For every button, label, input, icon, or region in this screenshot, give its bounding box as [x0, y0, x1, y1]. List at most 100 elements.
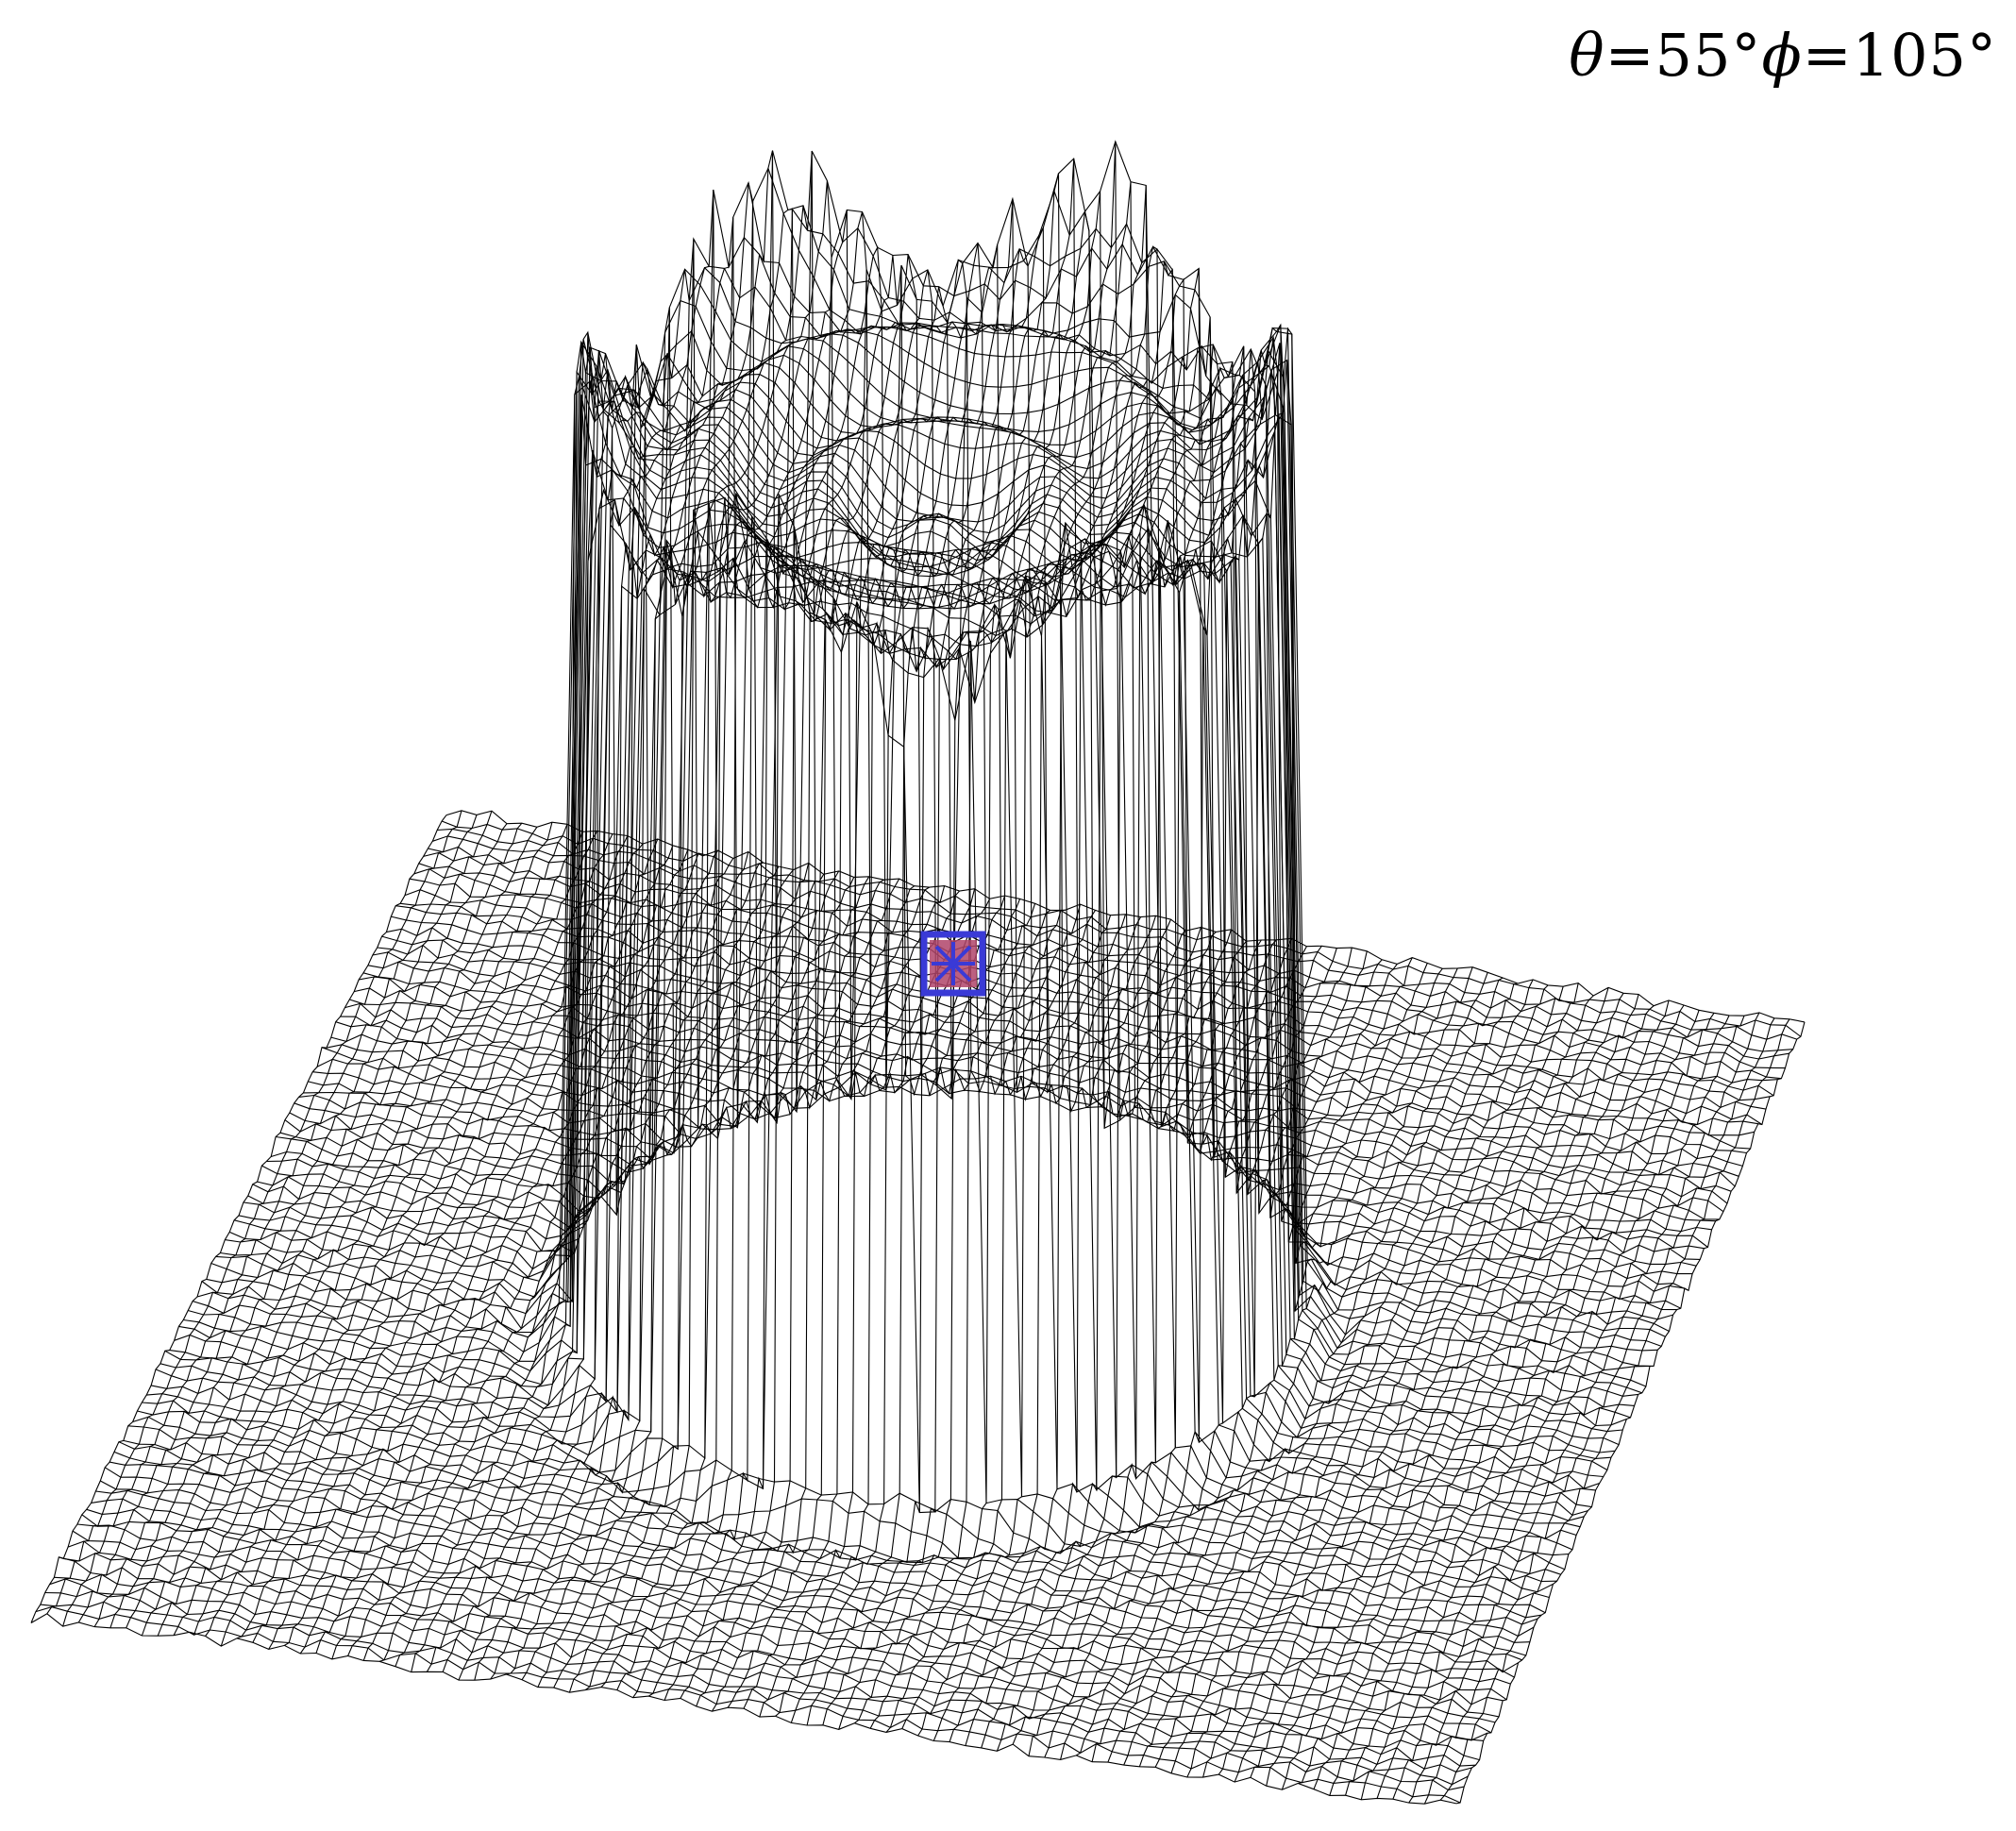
mesh-line-v: [271, 328, 1658, 1352]
mesh-line-v: [362, 972, 1736, 1187]
mesh-line-v: [100, 1480, 1515, 1678]
mesh-line-v: [279, 299, 1666, 1337]
mesh-line-v: [257, 361, 1647, 1387]
mesh-line-v: [188, 449, 1588, 1517]
mesh-line-v: [316, 207, 1697, 1267]
mesh-line-v: [294, 237, 1677, 1311]
mesh-line-v: [238, 375, 1631, 1419]
mesh-line-v: [86, 1508, 1504, 1705]
mesh-line-v: [340, 158, 1716, 1222]
center-marker: [920, 931, 986, 997]
theta-symbol: θ: [1569, 21, 1605, 90]
mesh-line-v: [201, 379, 1600, 1489]
mesh-line-v: [326, 209, 1705, 1250]
mesh-line-u: [458, 189, 855, 1681]
mesh-line-v: [358, 976, 1732, 1192]
mesh-line-v: [30, 1613, 1457, 1805]
mesh-line-v: [409, 878, 1774, 1097]
mesh-line-v: [132, 1416, 1542, 1619]
mesh-line-v: [118, 1441, 1530, 1643]
mesh-line-v: [377, 944, 1747, 1154]
mesh-line-u: [173, 832, 583, 1636]
mesh-line-u: [189, 831, 598, 1637]
mesh-line-v: [44, 1590, 1469, 1786]
mesh-line-v: [72, 1530, 1492, 1734]
mesh-line-v: [164, 538, 1569, 1556]
mesh-line-v: [400, 902, 1767, 1110]
mesh-line-v: [441, 820, 1802, 1037]
mesh-line-v: [381, 935, 1751, 1150]
marker-box-icon: [920, 931, 986, 997]
mesh-line-v: [354, 987, 1728, 1204]
mesh-line-v: [196, 458, 1596, 1492]
mesh-line-v: [386, 927, 1755, 1136]
mesh-line-v: [330, 222, 1708, 1248]
mesh-line-v: [76, 1523, 1496, 1723]
mesh-line-v: [445, 810, 1806, 1023]
mesh-line-v: [178, 498, 1581, 1528]
mesh-line-v: [228, 371, 1623, 1433]
wireframe-mesh: [30, 140, 1806, 1805]
mesh-line-v: [395, 905, 1763, 1125]
mesh-line-v: [206, 377, 1604, 1478]
mesh-line-u: [1170, 979, 1534, 1773]
theta-value: =55°: [1604, 21, 1762, 90]
mesh-line-v: [81, 1514, 1500, 1718]
mesh-line-v: [437, 828, 1797, 1040]
mesh-line-v: [225, 340, 1620, 1446]
mesh-line-v: [174, 523, 1577, 1540]
mesh-line-v: [413, 868, 1778, 1083]
mesh-line-u: [1408, 1012, 1760, 1804]
phi-symbol: ϕ: [1761, 21, 1803, 90]
mesh-line-u: [1266, 993, 1624, 1787]
mesh-line-v: [432, 835, 1793, 1052]
mesh-line-v: [367, 961, 1739, 1177]
mesh-line-u: [838, 141, 1217, 1730]
mesh-line-v: [312, 150, 1693, 1275]
mesh-line-v: [276, 329, 1662, 1347]
mesh-line-u: [1376, 1015, 1730, 1799]
mesh-line-v: [428, 846, 1789, 1060]
mesh-line-v: [54, 1573, 1476, 1767]
mesh-line-u: [126, 826, 538, 1629]
mesh-line-v: [160, 521, 1566, 1571]
mesh-line-v: [349, 999, 1724, 1213]
mesh-line-u: [1439, 1018, 1790, 1801]
mesh-line-v: [91, 1498, 1507, 1701]
mesh-line-v: [183, 488, 1585, 1521]
mesh-line-v: [335, 140, 1712, 1233]
mesh-line-v: [220, 368, 1616, 1453]
mesh-line-v: [35, 1606, 1461, 1804]
mesh-line-v: [252, 359, 1642, 1394]
phi-value: =105°: [1802, 21, 1997, 90]
mesh-line-u: [109, 822, 523, 1628]
mesh-line-v: [155, 544, 1561, 1575]
mesh-line-v: [137, 494, 1546, 1614]
mesh-line-v: [303, 180, 1685, 1292]
mesh-line-v: [113, 1451, 1526, 1656]
mesh-line-v: [40, 1601, 1465, 1791]
mesh-line-v: [372, 951, 1743, 1167]
mesh-line-v: [391, 916, 1758, 1125]
mesh-line-u: [1329, 1004, 1685, 1796]
mesh-line-v: [344, 1002, 1720, 1220]
mesh-line-v: [192, 395, 1592, 1508]
mesh-line-v: [243, 350, 1635, 1408]
view-angle-label: θ=55°ϕ=105°: [1569, 21, 1997, 90]
mesh-line-v: [284, 268, 1670, 1332]
mesh-line-v: [215, 332, 1612, 1459]
mesh-line-v: [127, 1425, 1538, 1625]
mesh-line-v: [423, 851, 1786, 1069]
mesh-line-v: [233, 346, 1627, 1427]
mesh-line-v: [67, 1540, 1488, 1741]
mesh-line-v: [95, 1489, 1511, 1685]
mesh-line-v: [109, 1461, 1522, 1661]
mesh-line-u: [1455, 1021, 1806, 1805]
mesh-line-u: [996, 345, 1368, 1752]
mesh-line-v: [63, 1553, 1484, 1746]
asterisk-icon: [932, 942, 975, 985]
mesh-line-v: [142, 492, 1550, 1601]
mesh-line-v: [418, 863, 1782, 1080]
mesh-line-v: [321, 150, 1701, 1260]
